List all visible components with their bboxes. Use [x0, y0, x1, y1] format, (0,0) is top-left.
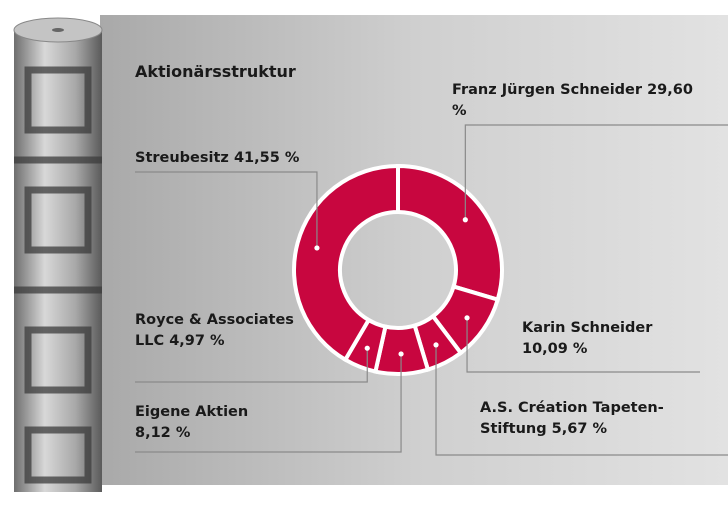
background-panel — [100, 15, 728, 485]
leader-line — [135, 353, 402, 453]
category-name: Franz Jürgen Schneider — [452, 82, 643, 98]
category-name: Karin Schneider — [522, 320, 653, 336]
slice-label: Karin Schneider 10,09 % — [522, 318, 702, 360]
category-name: A.S. Création Tapeten-Stiftung — [480, 400, 664, 437]
leader-line — [135, 348, 368, 383]
slice-label: Franz Jürgen Schneider 29,60 % — [452, 80, 712, 122]
donut-slice — [292, 163, 400, 363]
wallpaper-roll — [13, 17, 103, 492]
chart-title: Aktionärsstruktur — [135, 62, 296, 81]
category-name: Streubesitz — [135, 150, 229, 166]
donut-slice — [396, 163, 504, 303]
value-label: 8,12 % — [135, 425, 191, 441]
leader-dot — [398, 351, 404, 357]
slice-label: Streubesitz 41,55 % — [135, 148, 375, 169]
category-name: Royce & Associates LLC — [135, 312, 294, 349]
category-name: Eigene Aktien — [135, 404, 249, 420]
leader-line — [435, 344, 728, 456]
slice-label: Royce & Associates LLC 4,97 % — [135, 310, 295, 352]
value-label: 4,97 % — [169, 333, 225, 349]
value-label: 29,60 % — [452, 82, 693, 119]
value-label: 5,67 % — [551, 421, 608, 437]
value-label: 41,55 % — [233, 150, 300, 166]
leader-dot — [433, 342, 439, 348]
leader-dot — [464, 315, 470, 321]
slice-label: A.S. Création Tapeten-Stiftung 5,67 % — [480, 398, 720, 440]
slice-label: Eigene Aktien 8,12 % — [135, 402, 285, 444]
value-label: 10,09 % — [522, 341, 588, 357]
leader-dot — [462, 217, 468, 223]
leader-line — [464, 124, 728, 220]
leader-dot — [314, 245, 320, 251]
leader-line — [135, 171, 318, 248]
leader-dot — [364, 345, 370, 351]
leader-line — [466, 317, 700, 373]
